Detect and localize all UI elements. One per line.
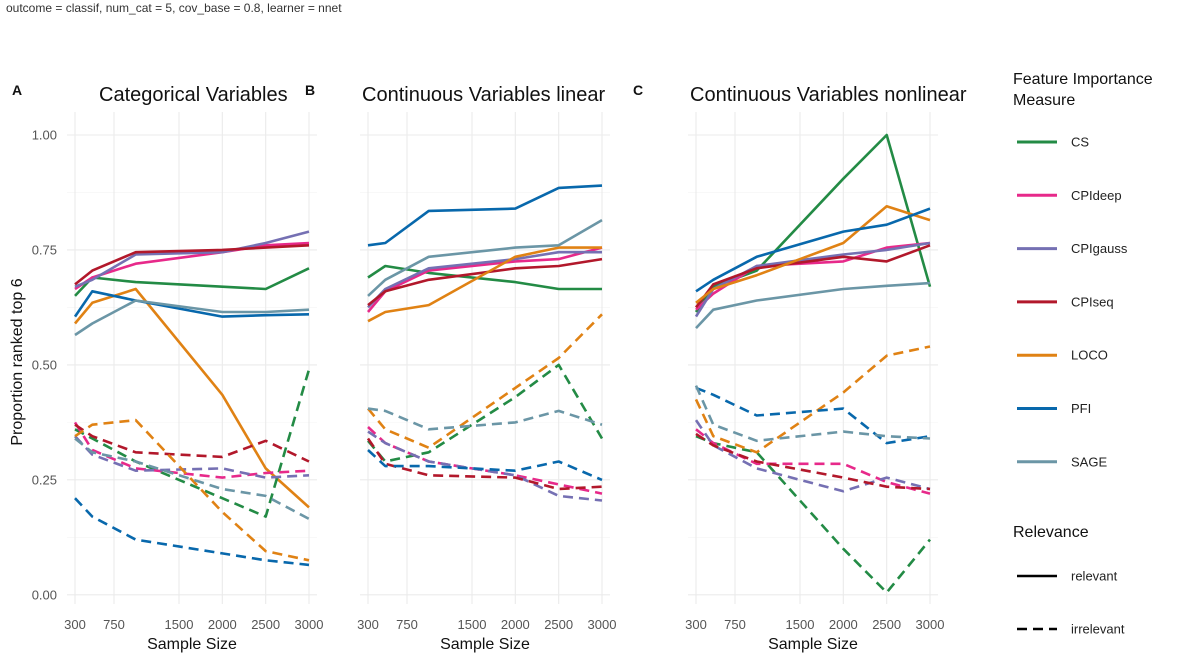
- series-line-pfi-relevant: [695, 207, 931, 293]
- series-line-cpideep-relevant: [74, 241, 310, 291]
- y-tick-label: 0.25: [32, 472, 57, 487]
- series-line-cpiseq-irrelevant: [74, 423, 310, 463]
- panel-tag: A: [12, 82, 22, 98]
- y-tick-label: 0.50: [32, 357, 57, 372]
- series-line-sage-relevant: [74, 299, 310, 337]
- series-line-sage-relevant: [695, 281, 931, 329]
- series-line-cpiseq-relevant: [694, 244, 931, 309]
- y-axis-title: Proportion ranked top 6: [9, 278, 26, 445]
- series-line-cs-irrelevant: [367, 363, 604, 463]
- x-tick-label: 750: [724, 617, 746, 632]
- series-line-cpideep-irrelevant: [73, 421, 310, 479]
- panel-title: Categorical Variables: [99, 84, 288, 106]
- x-tick-label: 3000: [295, 617, 324, 632]
- y-tick-label: 1.00: [32, 127, 57, 142]
- series-line-loco-irrelevant: [74, 418, 310, 562]
- x-tick-label: 750: [396, 617, 418, 632]
- series-line-cs-irrelevant: [695, 434, 932, 594]
- legend-title-line2: Measure: [1013, 92, 1075, 109]
- relevance-label-relevant: relevant: [1071, 569, 1118, 584]
- legend-label-cpideep: CPIdeep: [1071, 188, 1122, 203]
- series-line-cpiseq-irrelevant: [695, 432, 931, 491]
- x-tick-label: 2500: [251, 617, 280, 632]
- legend-label-loco: LOCO: [1071, 348, 1108, 363]
- series-line-loco-relevant: [74, 287, 310, 509]
- y-tick-label: 0.00: [32, 587, 57, 602]
- x-tick-label: 1500: [786, 617, 815, 632]
- x-tick-label: 300: [685, 617, 707, 632]
- series-line-pfi-irrelevant: [695, 386, 931, 445]
- series-line-pfi-irrelevant: [367, 449, 603, 482]
- series-line-cpigauss-relevant: [74, 230, 310, 288]
- series-line-cs-irrelevant: [74, 369, 311, 518]
- x-axis-title: Sample Size: [440, 636, 530, 653]
- legend-label-cs: CS: [1071, 135, 1089, 150]
- x-axis-title: Sample Size: [768, 636, 858, 653]
- x-tick-label: 2000: [829, 617, 858, 632]
- series-line-loco-irrelevant: [367, 313, 603, 450]
- series-line-cpideep-irrelevant: [695, 428, 931, 495]
- y-tick-label: 0.75: [32, 242, 57, 257]
- legend-label-sage: SAGE: [1071, 454, 1107, 469]
- x-tick-label: 2000: [501, 617, 530, 632]
- x-tick-label: 3000: [916, 617, 945, 632]
- series-line-sage-irrelevant: [74, 437, 310, 521]
- series-line-cpideep-irrelevant: [367, 426, 603, 495]
- series-line-loco-irrelevant: [694, 345, 931, 454]
- series-line-cs-relevant: [367, 264, 602, 291]
- panel-title: Continuous Variables linear: [362, 84, 605, 106]
- x-tick-label: 1500: [165, 617, 194, 632]
- legend-label-cpiseq: CPIseq: [1071, 294, 1114, 309]
- panel-title: Continuous Variables nonlinear: [690, 84, 967, 106]
- series-line-pfi-relevant: [367, 184, 603, 247]
- panel-tag: B: [305, 82, 315, 98]
- x-tick-label: 2000: [208, 617, 237, 632]
- series-line-cpiseq-relevant: [367, 257, 603, 307]
- legend-title: Feature Importance: [1013, 71, 1153, 88]
- x-tick-label: 3000: [588, 617, 617, 632]
- legend-label-pfi: PFI: [1071, 401, 1091, 416]
- relevance-label-irrelevant: irrelevant: [1071, 622, 1125, 637]
- panel-b: B Continuous Variables linear 300 750 1500 20…: [305, 82, 616, 653]
- series-line-cpiseq-relevant: [74, 244, 310, 286]
- x-tick-label: 750: [103, 617, 125, 632]
- relevance-legend-title: Relevance: [1013, 524, 1089, 541]
- series-line-sage-irrelevant: [694, 385, 931, 443]
- series-line-pfi-irrelevant: [74, 497, 310, 567]
- legend-label-cpigauss: CPIgauss: [1071, 241, 1128, 256]
- panels: A Categorical Variables 0.00 0.25 0.50 0.75 1.…: [12, 82, 967, 653]
- series-line-loco-relevant: [695, 205, 931, 304]
- figure-caption: outcome = classif, num_cat = 5, cov_base…: [6, 1, 342, 15]
- series-line-pfi-relevant: [73, 289, 310, 318]
- x-tick-label: 300: [64, 617, 86, 632]
- panel-tag: C: [633, 82, 643, 98]
- legend: Feature Importance Measure CS CPIdeep CPIgau…: [1013, 71, 1153, 637]
- series-line-cpigauss-irrelevant: [367, 430, 603, 502]
- series-line-loco-relevant: [367, 246, 602, 323]
- x-tick-label: 2500: [544, 617, 573, 632]
- x-axis-title: Sample Size: [147, 636, 237, 653]
- panel-c: C Continuous Variables nonlinear 300 750 150…: [633, 82, 967, 653]
- x-tick-label: 2500: [872, 617, 901, 632]
- panel-a: A Categorical Variables 0.00 0.25 0.50 0.75 1.…: [12, 82, 323, 653]
- series-line-cpiseq-irrelevant: [366, 437, 603, 491]
- series-line-sage-relevant: [367, 218, 603, 297]
- x-tick-label: 300: [357, 617, 379, 632]
- x-tick-label: 1500: [458, 617, 487, 632]
- series-line-cpigauss-irrelevant: [694, 419, 931, 493]
- series-line-sage-irrelevant: [367, 407, 603, 431]
